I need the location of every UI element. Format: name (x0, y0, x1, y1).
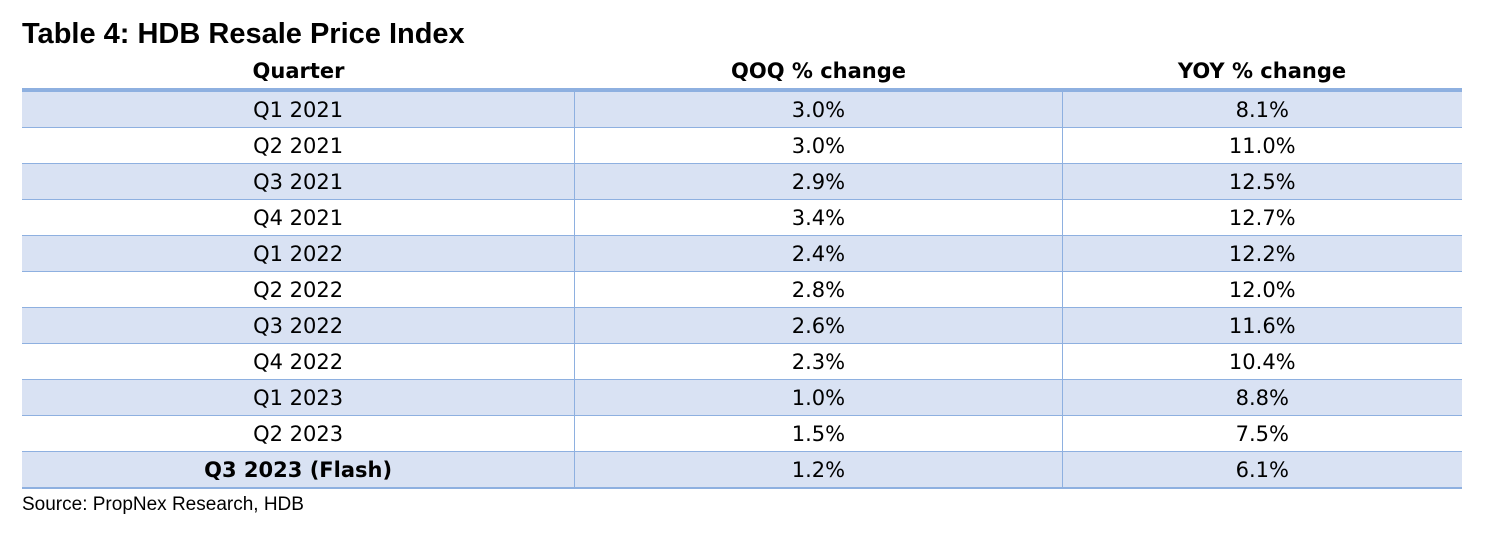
cell-quarter: Q2 2022 (253, 277, 344, 302)
cell-qoq: 1.0% (574, 380, 1061, 415)
cell-qoq: 2.4% (574, 236, 1061, 271)
table-header: Quarter QOQ % change YOY % change (22, 54, 1462, 92)
source-note: Source: PropNex Research, HDB (22, 494, 304, 515)
table-row: Q1 2023 1.0% 8.8% (22, 380, 1462, 416)
table-row: Q3 2021 2.9% 12.5% (22, 164, 1462, 200)
cell-quarter: Q2 2021 (253, 133, 344, 158)
column-header-quarter: Quarter (252, 59, 345, 83)
cell-quarter: Q2 2023 (253, 421, 344, 446)
cell-qoq: 3.0% (574, 128, 1061, 163)
cell-yoy: 12.0% (1061, 272, 1462, 307)
cell-yoy: 6.1% (1061, 452, 1462, 487)
cell-yoy: 8.8% (1061, 380, 1462, 415)
cell-quarter: Q3 2021 (253, 169, 344, 194)
table-row: Q4 2021 3.4% 12.7% (22, 200, 1462, 236)
cell-qoq: 1.5% (574, 416, 1061, 451)
table-title: Table 4: HDB Resale Price Index (22, 18, 465, 50)
cell-qoq: 2.6% (574, 308, 1061, 343)
cell-quarter: Q4 2021 (253, 205, 344, 230)
table-row: Q1 2021 3.0% 8.1% (22, 92, 1462, 128)
cell-yoy: 11.0% (1061, 128, 1462, 163)
table-row: Q2 2023 1.5% 7.5% (22, 416, 1462, 452)
table-row: Q3 2023 (Flash) 1.2% 6.1% (22, 452, 1462, 489)
cell-yoy: 8.1% (1061, 92, 1462, 127)
cell-yoy: 12.5% (1061, 164, 1462, 199)
cell-quarter: Q1 2021 (253, 97, 344, 122)
cell-quarter: Q4 2022 (253, 349, 344, 374)
cell-quarter: Q1 2022 (253, 241, 344, 266)
cell-qoq: 3.4% (574, 200, 1061, 235)
cell-yoy: 11.6% (1061, 308, 1462, 343)
table-row: Q4 2022 2.3% 10.4% (22, 344, 1462, 380)
cell-qoq: 2.8% (574, 272, 1061, 307)
cell-quarter: Q1 2023 (253, 385, 344, 410)
cell-qoq: 2.9% (574, 164, 1061, 199)
cell-quarter: Q3 2023 (Flash) (204, 457, 393, 482)
table-row: Q2 2022 2.8% 12.0% (22, 272, 1462, 308)
cell-qoq: 2.3% (574, 344, 1061, 379)
cell-qoq: 3.0% (574, 92, 1061, 127)
cell-qoq: 1.2% (574, 452, 1061, 487)
cell-quarter: Q3 2022 (253, 313, 344, 338)
table-row: Q3 2022 2.6% 11.6% (22, 308, 1462, 344)
table-row: Q1 2022 2.4% 12.2% (22, 236, 1462, 272)
column-header-yoy: YOY % change (1177, 59, 1347, 83)
price-index-table: Quarter QOQ % change YOY % change Q1 202… (22, 54, 1462, 489)
cell-yoy: 7.5% (1061, 416, 1462, 451)
column-header-qoq: QOQ % change (730, 59, 906, 83)
cell-yoy: 10.4% (1061, 344, 1462, 379)
cell-yoy: 12.2% (1061, 236, 1462, 271)
cell-yoy: 12.7% (1061, 200, 1462, 235)
table-row: Q2 2021 3.0% 11.0% (22, 128, 1462, 164)
